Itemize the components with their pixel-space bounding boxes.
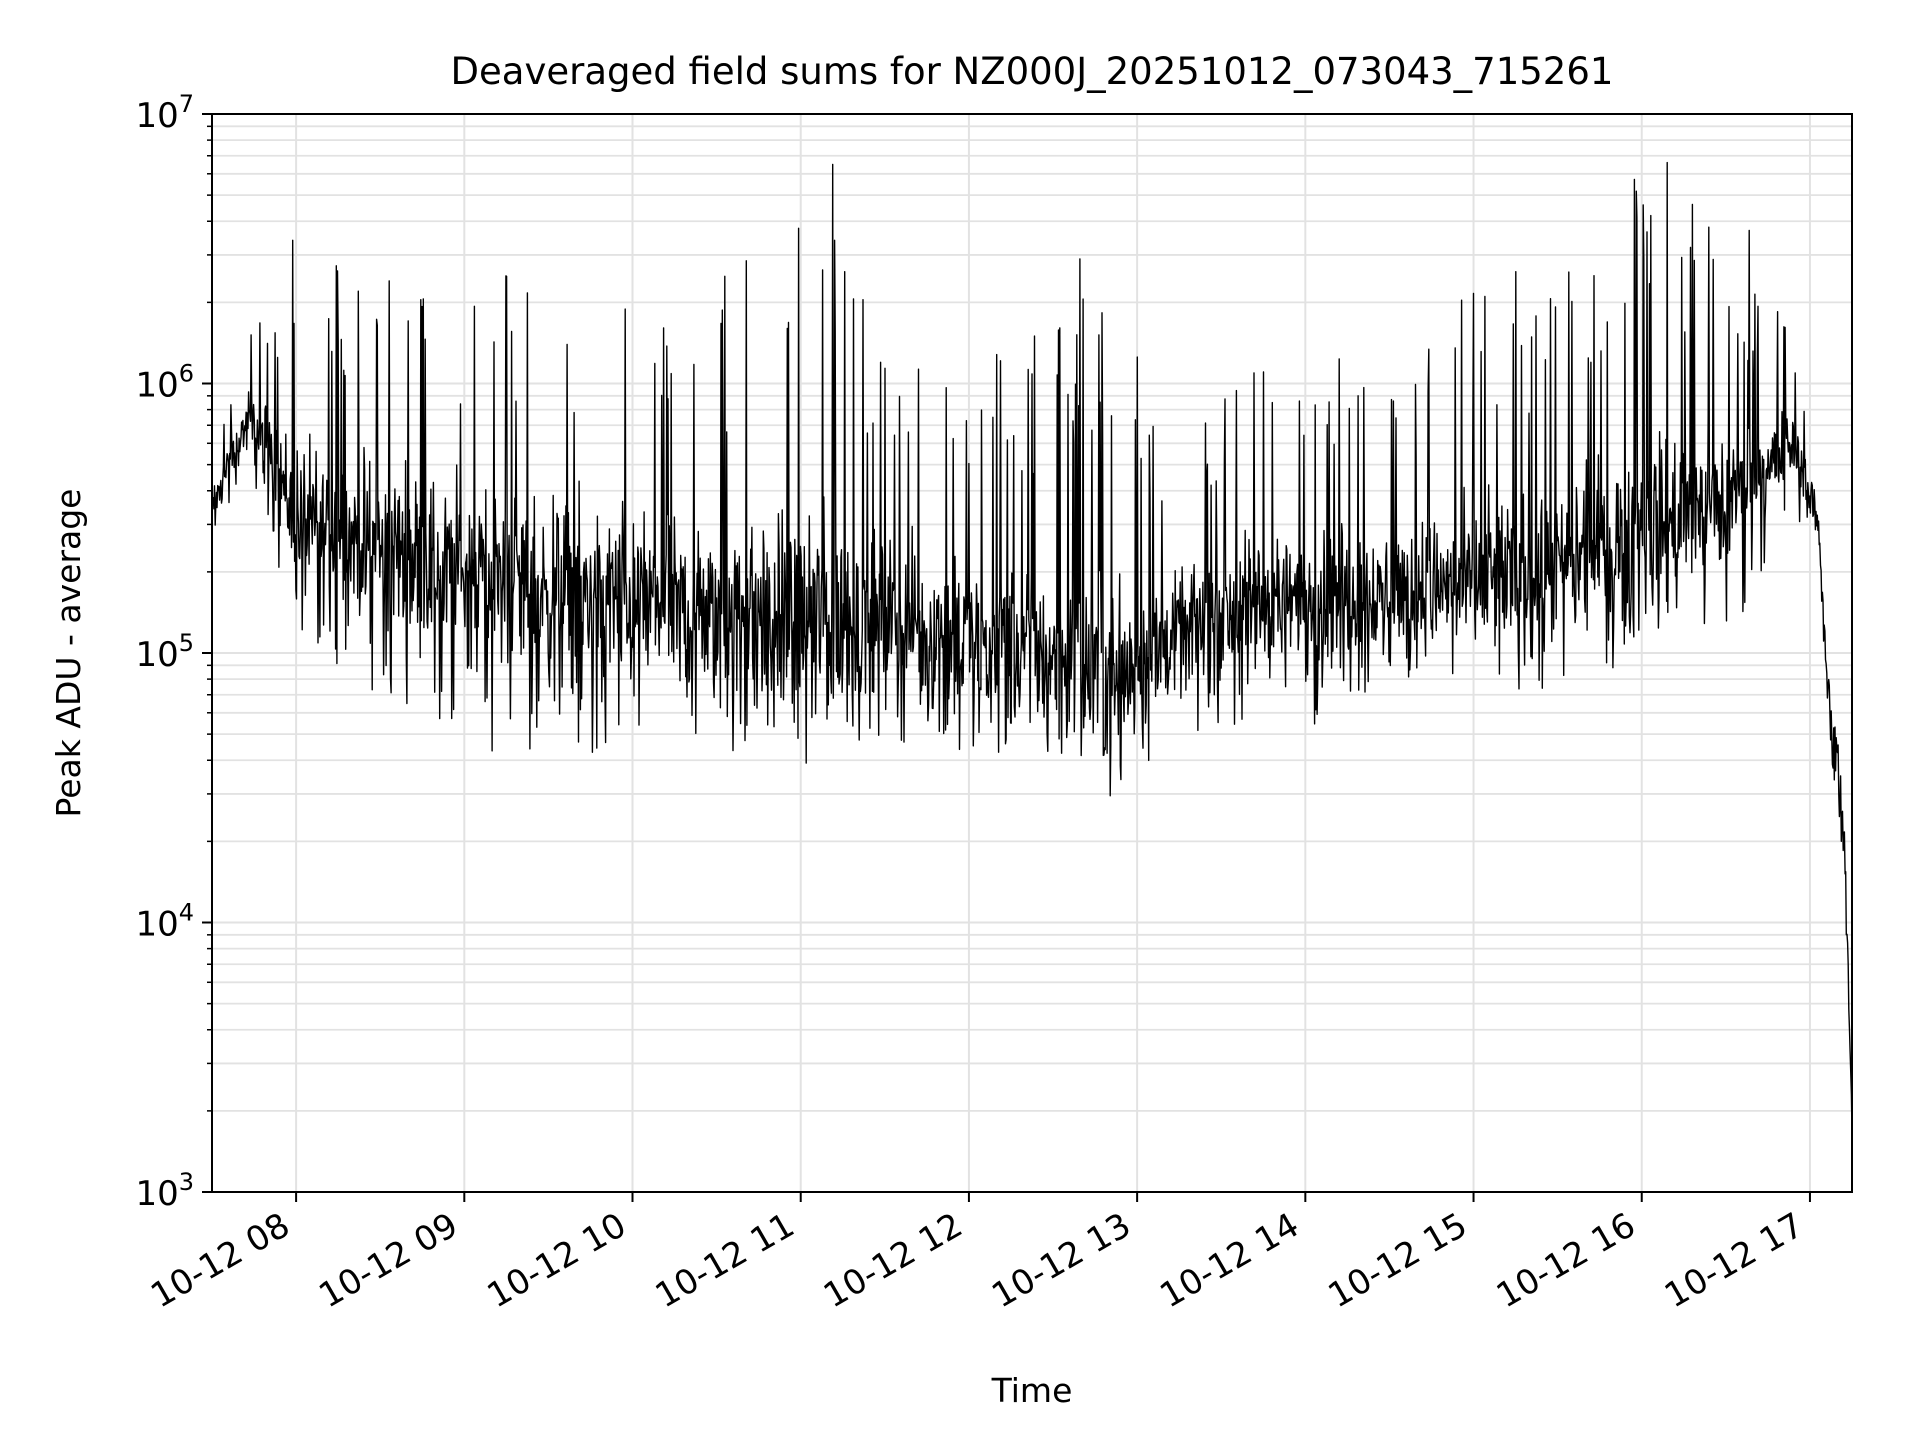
y-tick-label: 103 [135,1168,194,1214]
y-tick-label: 104 [135,899,194,945]
y-tick-label-base: 10 [135,1174,178,1214]
y-tick-label-exponent: 7 [179,90,194,118]
y-axis-label: Peak ADU - average [49,489,88,818]
y-tick-label: 106 [135,360,194,406]
x-tick-label: 10-12 14 [1153,1205,1305,1316]
y-tick-label-exponent: 4 [179,899,194,927]
y-tick-label-exponent: 5 [179,629,194,657]
x-tick-label: 10-12 17 [1658,1205,1810,1316]
y-tick-label: 105 [135,629,194,675]
x-tick-label: 10-12 08 [144,1205,296,1316]
x-tick-label: 10-12 15 [1322,1205,1474,1316]
y-tick-label-base: 10 [135,366,178,406]
x-tick-label: 10-12 11 [649,1205,801,1316]
y-tick-label-exponent: 6 [179,360,194,388]
y-tick-label-base: 10 [135,96,178,136]
chart-title: Deaveraged field sums for NZ000J_2025101… [451,50,1614,93]
x-tick-label: 10-12 09 [312,1205,464,1316]
x-tick-label: 10-12 16 [1490,1205,1642,1316]
y-tick-label-exponent: 3 [179,1168,194,1196]
x-tick-label: 10-12 12 [817,1205,969,1316]
x-axis-label: Time [991,1371,1073,1410]
y-tick-label: 107 [135,90,194,136]
y-tick-label-base: 10 [135,905,178,945]
series-layer [211,161,1853,1136]
x-tick-label: 10-12 13 [985,1205,1137,1316]
x-tick-label: 10-12 10 [481,1205,633,1316]
y-tick-label-base: 10 [135,635,178,675]
series-line [211,161,1853,1136]
